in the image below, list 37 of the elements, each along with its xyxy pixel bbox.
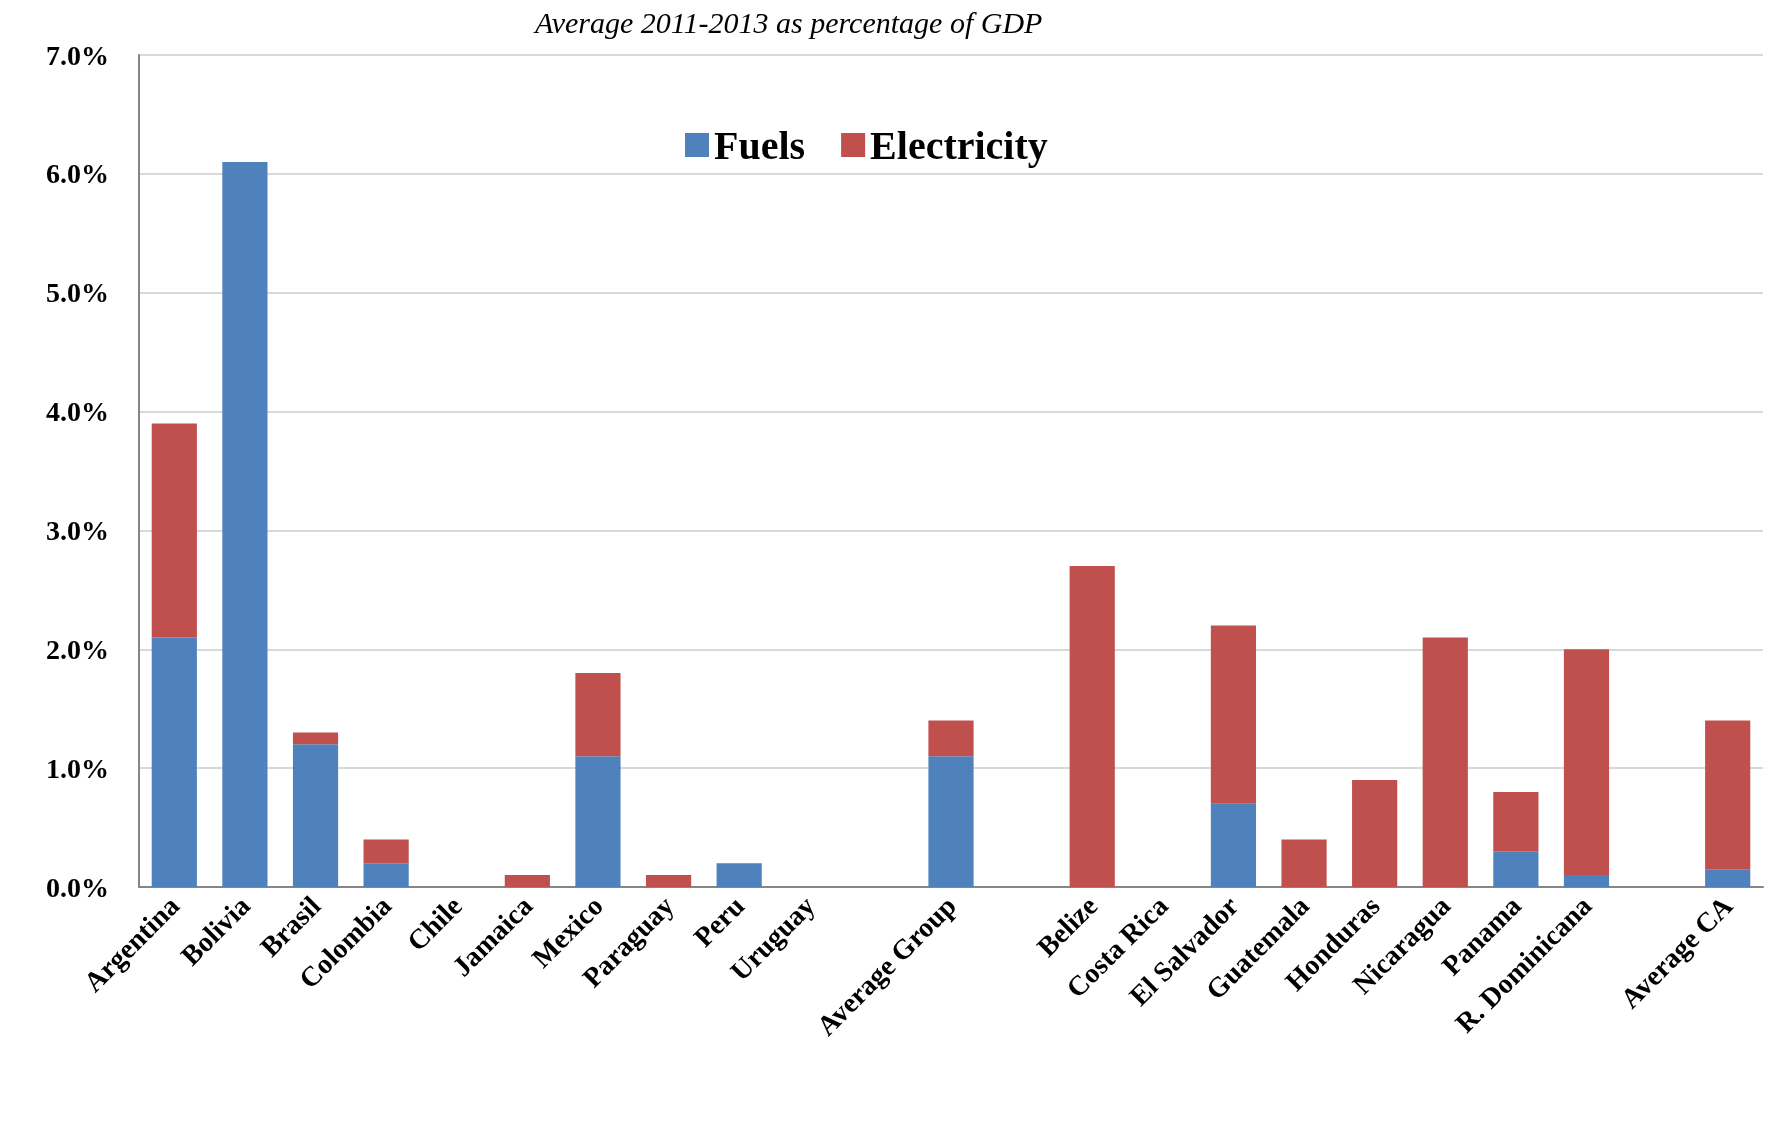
bar bbox=[1422, 637, 1468, 887]
bar bbox=[504, 875, 550, 887]
bar bbox=[151, 423, 197, 638]
bar bbox=[1210, 625, 1257, 804]
y-tick-label: 3.0% bbox=[46, 514, 109, 546]
bar bbox=[292, 732, 339, 745]
bar bbox=[575, 673, 621, 757]
bar bbox=[716, 863, 762, 887]
bar bbox=[928, 720, 974, 757]
bar bbox=[1069, 566, 1115, 887]
bar bbox=[645, 875, 692, 887]
bar bbox=[1563, 875, 1610, 887]
bar bbox=[1493, 791, 1539, 852]
y-tick-label: 0.0% bbox=[46, 871, 109, 903]
bar bbox=[1705, 720, 1751, 870]
y-tick-label: 1.0% bbox=[46, 752, 109, 784]
bar bbox=[292, 744, 339, 887]
bar bbox=[1352, 780, 1398, 887]
legend-label: Fuels bbox=[714, 122, 806, 168]
y-tick-label: 2.0% bbox=[46, 633, 109, 665]
y-tick-label: 6.0% bbox=[46, 158, 109, 190]
y-tick-label: 7.0% bbox=[46, 39, 109, 71]
y-tick-label: 5.0% bbox=[46, 277, 109, 309]
bar bbox=[928, 756, 974, 887]
bar bbox=[151, 637, 197, 887]
bar bbox=[363, 839, 409, 864]
bar bbox=[1281, 839, 1327, 887]
bar bbox=[575, 756, 621, 887]
bar bbox=[1705, 869, 1751, 887]
chart-title: Average 2011-2013 as percentage of GDP bbox=[533, 5, 1043, 39]
bar bbox=[1493, 851, 1539, 887]
bar bbox=[1210, 803, 1257, 887]
bar bbox=[222, 161, 268, 887]
bar bbox=[363, 863, 409, 887]
legend-label: Electricity bbox=[870, 122, 1048, 168]
y-tick-label: 4.0% bbox=[46, 396, 109, 428]
bar bbox=[1563, 649, 1610, 876]
